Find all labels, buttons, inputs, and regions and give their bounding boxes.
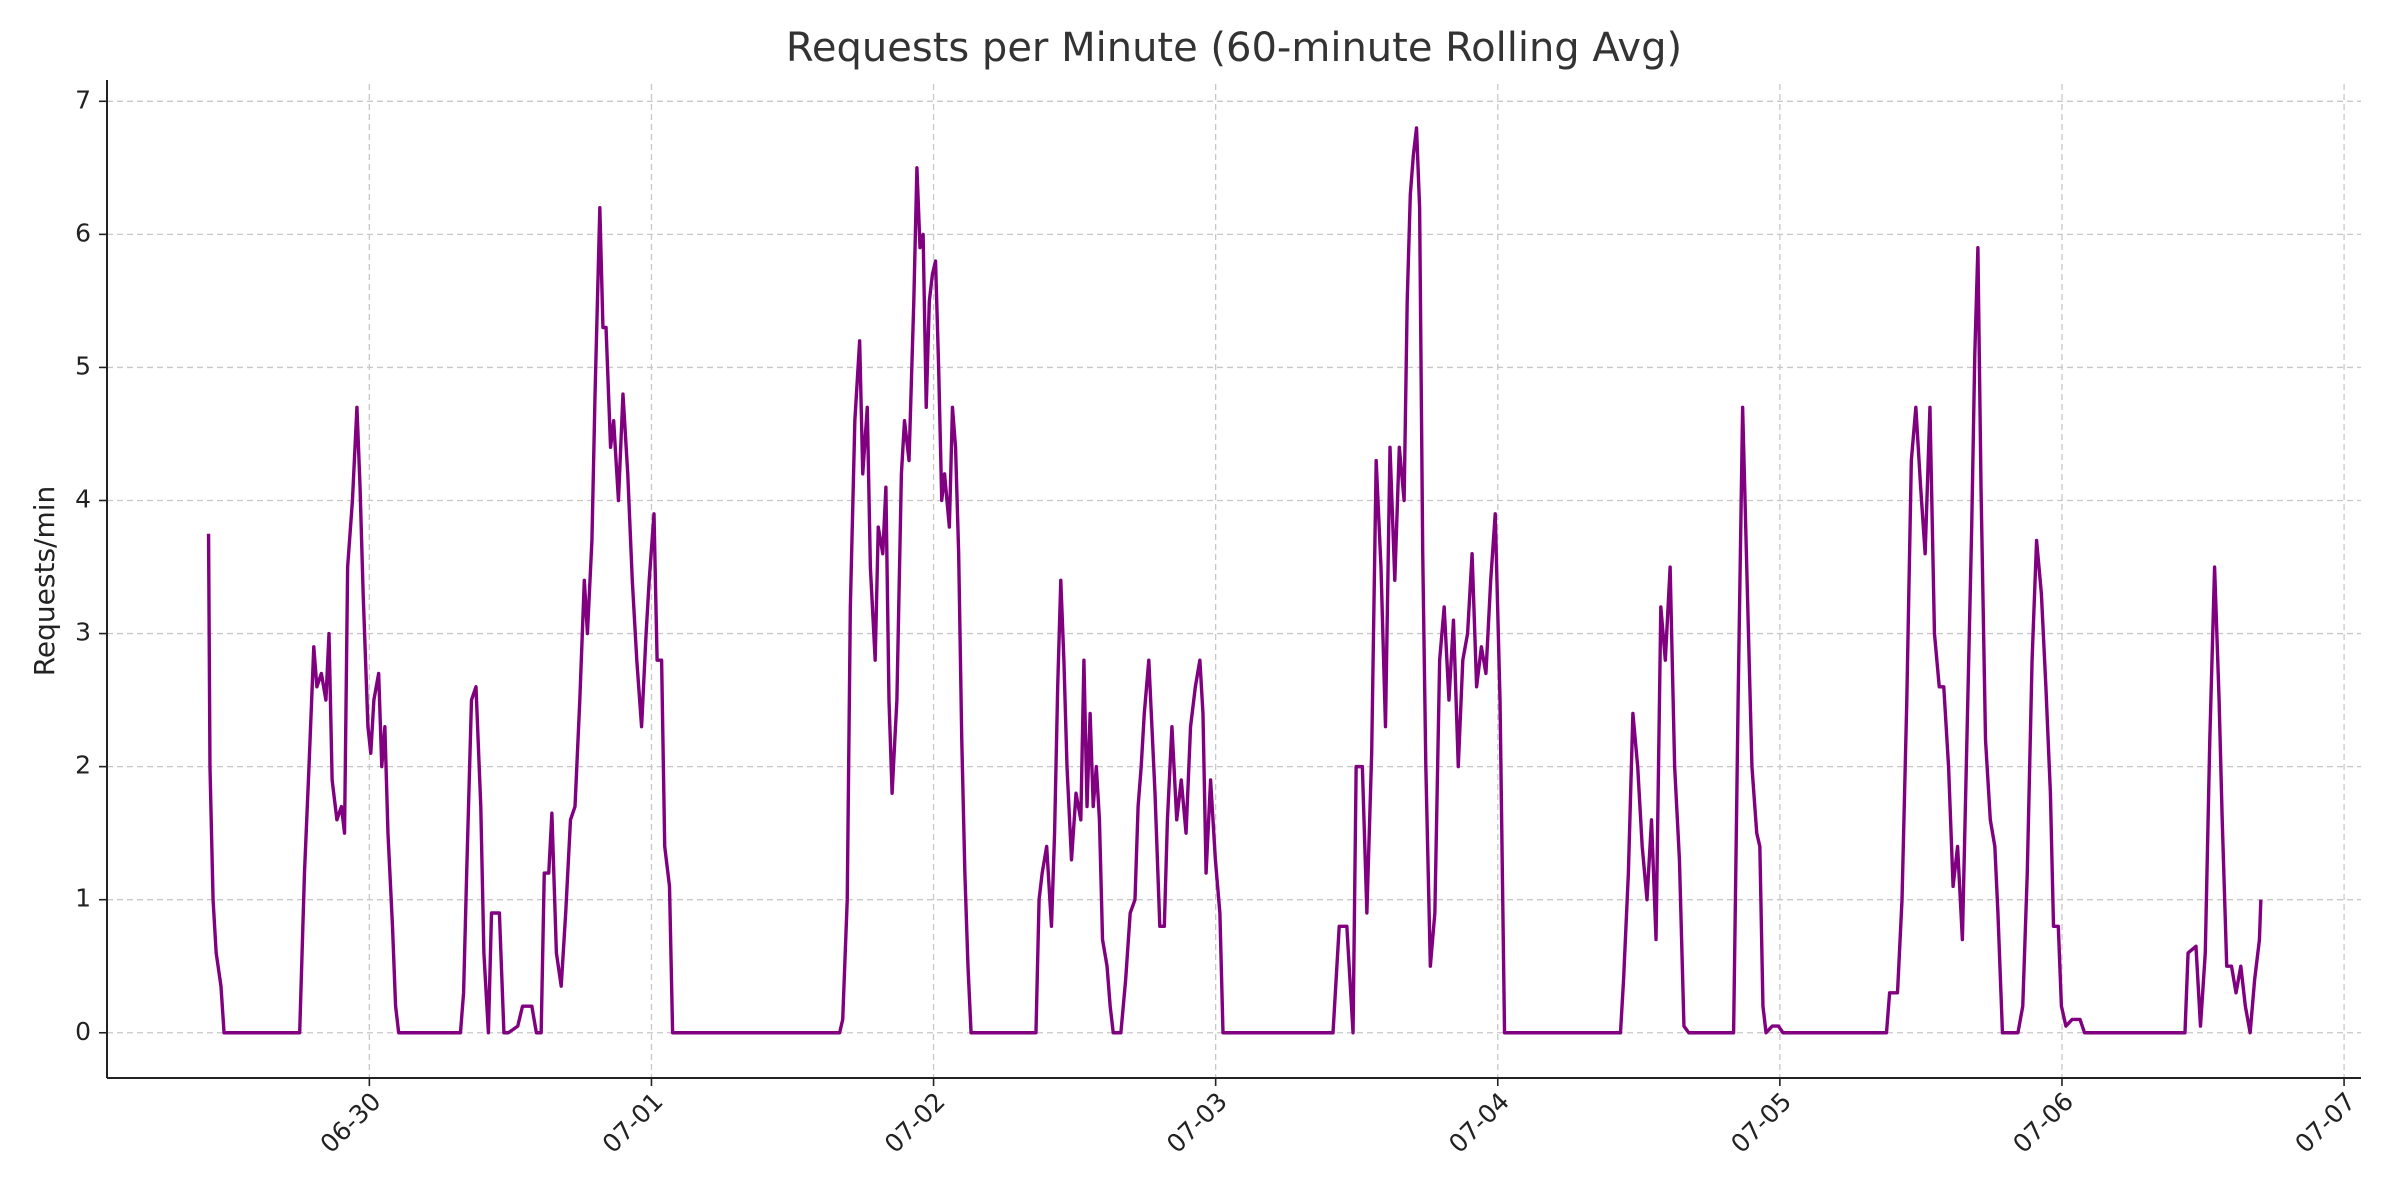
chart-title: Requests per Minute (60-minute Rolling A… (786, 25, 1682, 71)
y-axis-label: Requests/min (28, 486, 61, 677)
y-tick-label: 3 (75, 618, 91, 647)
x-tick-label: 07-01 (597, 1087, 669, 1159)
y-tick-label: 1 (75, 884, 91, 913)
x-tick-label: 07-05 (1725, 1087, 1797, 1159)
y-tick-label: 7 (75, 85, 91, 114)
x-tick-label: 07-07 (2289, 1087, 2361, 1159)
y-tick-label: 2 (75, 751, 91, 780)
x-tick-label: 07-02 (879, 1087, 951, 1159)
y-tick-label: 5 (75, 351, 91, 380)
x-tick-label: 07-06 (2007, 1087, 2079, 1159)
y-tick-label: 4 (75, 484, 91, 513)
x-tick-label: 07-03 (1161, 1087, 1233, 1159)
data-line (206, 126, 2263, 1035)
y-tick-label: 0 (75, 1017, 91, 1046)
y-tick-label: 6 (75, 218, 91, 247)
x-tick-label: 06-30 (315, 1087, 387, 1159)
x-tick-label: 07-04 (1443, 1087, 1515, 1159)
